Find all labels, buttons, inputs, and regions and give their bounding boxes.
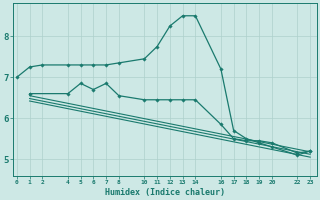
X-axis label: Humidex (Indice chaleur): Humidex (Indice chaleur) [105, 188, 225, 197]
